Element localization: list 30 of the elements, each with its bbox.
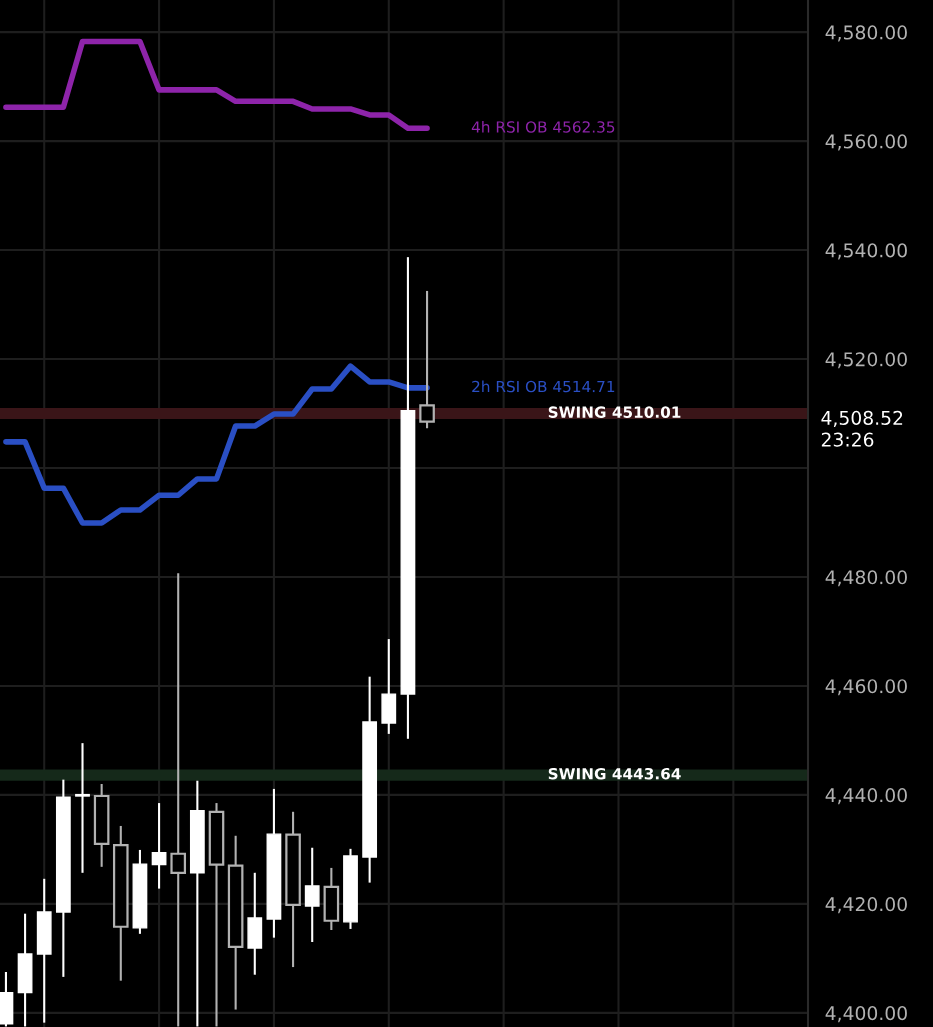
y-tick-label: 4,580.00 (825, 25, 907, 42)
y-tick-label: 4,400.00 (825, 1006, 907, 1023)
candlestick (189, 779, 205, 1027)
text: 4,508.52 23:26 (821, 410, 903, 447)
candlestick (285, 810, 301, 969)
candlestick (266, 787, 282, 939)
candlestick (400, 256, 416, 740)
candlestick (151, 802, 167, 890)
y-tick-label: 4,420.00 (825, 897, 907, 914)
candlestick (112, 824, 129, 982)
candlestick (227, 834, 244, 1011)
candlestick (208, 802, 225, 1027)
y-tick-label: 4,560.00 (825, 134, 907, 151)
y-tick-label: 4,460.00 (825, 679, 907, 696)
ref-line-label: SWING 4510.01 (548, 406, 681, 418)
y-tick-label: 4,520.00 (825, 352, 907, 369)
y-tick-label: 4,480.00 (825, 570, 907, 587)
candlestick (247, 871, 263, 976)
y-tick-label: 4,540.00 (825, 243, 907, 260)
candlestick (17, 912, 33, 1027)
candlestick (75, 742, 90, 874)
candlestick (343, 847, 358, 930)
text: 4h RSI OB 4562.35 (471, 120, 615, 133)
candlestick (170, 572, 187, 1027)
ref-line-label: SWING 4443.64 (548, 767, 681, 780)
candlestick (362, 675, 378, 884)
candlestick (304, 846, 320, 944)
y-tick-label: 4,440.00 (825, 788, 907, 805)
text: 2h RSI OB 4514.71 (472, 380, 615, 393)
candlestick (36, 877, 52, 1024)
